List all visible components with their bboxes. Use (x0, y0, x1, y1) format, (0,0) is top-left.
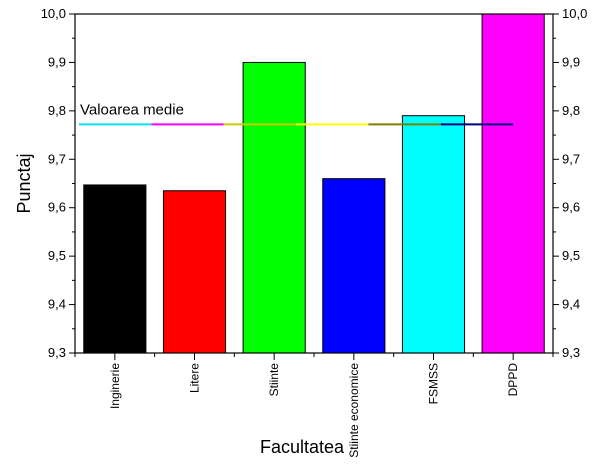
plot-frame (74, 13, 554, 354)
y-tick-label-right: 9,6 (562, 200, 580, 215)
x-tick-label: FSMSS (427, 363, 441, 404)
y-tick-label-right: 9,5 (562, 248, 580, 263)
y-tick-label-left: 10,0 (41, 6, 66, 21)
y-axis-title: Punctaj (14, 153, 34, 213)
y-tick-label-left: 9,7 (48, 151, 66, 166)
y-tick-label-right: 9,8 (562, 103, 580, 118)
bar-stiinte-economice (322, 178, 386, 354)
y-tick-label-right: 9,3 (562, 345, 580, 360)
x-axis-title: Facultatea (260, 437, 345, 457)
x-tick-label: DPPD (506, 363, 520, 397)
x-tick-label: Stiinte (267, 363, 281, 397)
x-tick-label: Litere (188, 363, 202, 393)
y-tick-label-left: 9,6 (48, 200, 66, 215)
bars-group (83, 13, 545, 354)
mean-annotation: Valoarea medie (80, 101, 184, 118)
y-tick-label-left: 9,9 (48, 54, 66, 69)
x-tick-label: Inginerie (108, 363, 122, 409)
y-tick-label-left: 9,4 (48, 297, 66, 312)
y-tick-label-right: 9,4 (562, 297, 580, 312)
y-tick-label-right: 9,7 (562, 151, 580, 166)
y-tick-label-right: 10,0 (562, 6, 587, 21)
y-tick-label-left: 9,5 (48, 248, 66, 263)
y-tick-label-right: 9,9 (562, 54, 580, 69)
right-axis: 9,3 9,4 9,5 9,6 9,7 9,8 9,9 10,0 (553, 6, 587, 360)
x-tick-label: Stiinte economice (347, 363, 361, 458)
y-tick-label-left: 9,3 (48, 345, 66, 360)
bar-inginerie (83, 184, 147, 354)
bar-fsmss (401, 115, 466, 354)
bar-stiinte (242, 61, 306, 354)
left-axis: 9,3 9,4 9,5 9,6 9,7 9,8 9,9 10,0 (41, 6, 75, 360)
bar-litere (162, 190, 227, 354)
y-tick-label-left: 9,8 (48, 103, 66, 118)
bar-dppd (481, 13, 545, 354)
bottom-axis: Inginerie Litere Stiinte Stiinte economice F… (74, 353, 554, 458)
